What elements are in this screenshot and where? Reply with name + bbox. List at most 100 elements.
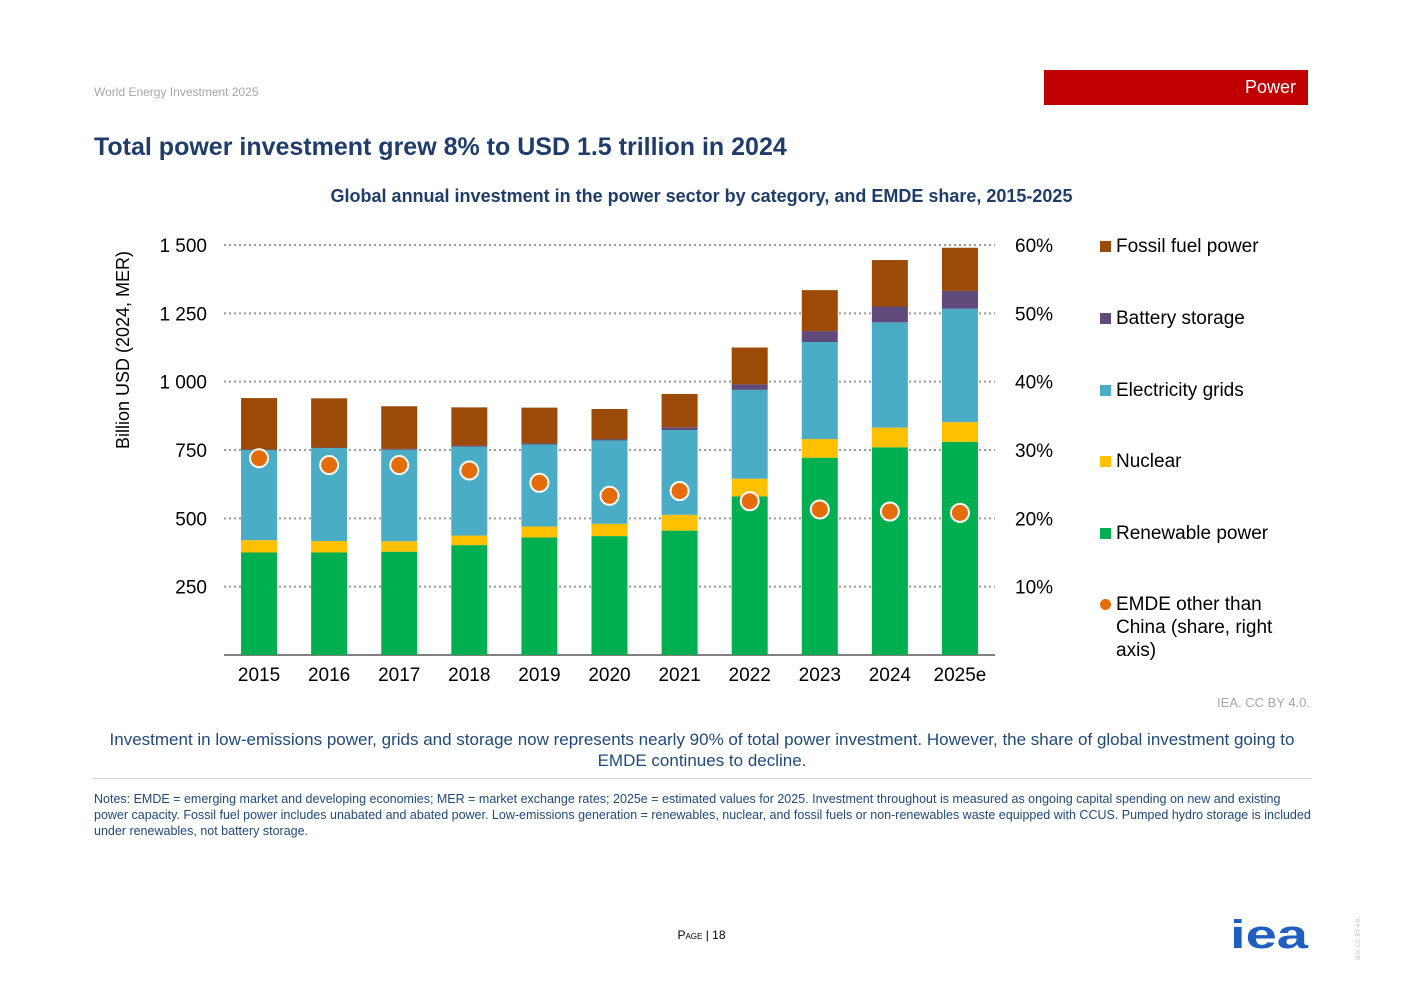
bar-segment (311, 541, 348, 553)
x-tick-label: 2024 (869, 665, 912, 686)
emde-share-marker (319, 455, 340, 476)
y2-tick-label: 30% (1015, 441, 1053, 462)
bar-segment (801, 290, 838, 332)
bar-segment (731, 389, 768, 479)
y2-tick-label: 40% (1015, 373, 1053, 394)
emde-share-marker (669, 481, 690, 501)
legend-swatch (1100, 456, 1111, 467)
divider (92, 778, 1312, 779)
legend-swatch (1100, 528, 1111, 539)
bar-segment (731, 496, 768, 655)
x-tick-label: 2018 (448, 665, 490, 686)
emde-share-marker (809, 499, 830, 520)
bar-segment (521, 526, 558, 538)
bar-segment (451, 445, 488, 447)
x-tick-label: 2020 (588, 665, 630, 686)
bar-segment (311, 447, 348, 449)
bar-segment (941, 290, 978, 309)
bar-segment (451, 407, 488, 446)
bar-segment (591, 440, 628, 524)
power-investment-chart: 250 500 750 1 000 1 250 1 500 10% 20% 30% 40% 50% 6… (113, 236, 1053, 686)
bar-segment (661, 514, 698, 531)
bar-segment (731, 347, 768, 385)
y-tick-label: 1 000 (159, 373, 207, 394)
emde-share-marker (599, 485, 620, 506)
doc-title: World Energy Investment 2025 (94, 85, 259, 99)
iea-logo: iea (1230, 917, 1309, 951)
bar-segment (941, 247, 978, 291)
bar-segment (381, 551, 418, 655)
bar-segment (591, 523, 628, 537)
bar-segment (731, 478, 768, 497)
chart-notes: Notes: EMDE = emerging market and develo… (94, 792, 1311, 838)
legend-item: Battery storage (1100, 307, 1310, 330)
legend-label: EMDE other than China (share, right axis… (1116, 594, 1273, 661)
x-tick-label: 2016 (308, 665, 350, 686)
legend-swatch (1100, 313, 1111, 324)
legend-label: Renewable power (1116, 523, 1269, 544)
x-tick-label: 2015 (238, 665, 280, 686)
y-tick-label: 500 (175, 509, 207, 530)
bar-segment (871, 447, 908, 655)
bar-segment (311, 398, 348, 448)
legend-label: Battery storage (1116, 308, 1245, 329)
bar-segment (871, 322, 908, 428)
bar-segment (801, 331, 838, 343)
bar-segment (241, 540, 278, 553)
legend-label: Electricity grids (1116, 380, 1244, 401)
page-word: Page (677, 928, 703, 942)
x-tick-label: 2022 (729, 665, 771, 686)
bar-segment (381, 406, 418, 449)
bar-segment (241, 552, 278, 655)
bar-segment (591, 439, 628, 441)
y2-tick-label: 20% (1015, 509, 1053, 530)
bar-segment (941, 308, 978, 423)
bar-segment (871, 260, 908, 307)
emde-share-marker (249, 448, 270, 469)
x-tick-label: 2017 (378, 665, 420, 686)
bar-segment (311, 552, 348, 655)
legend-item: Nuclear (1100, 450, 1310, 473)
y-axis-title: Billion USD (2024, MER) (113, 251, 133, 449)
emde-share-marker (459, 460, 480, 481)
page-title: Total power investment grew 8% to USD 1.… (94, 133, 787, 161)
x-tick-label: 2021 (658, 665, 700, 686)
legend-item: Renewable power (1100, 522, 1310, 545)
y2-tick-label: 10% (1015, 578, 1053, 599)
bar-segment (661, 430, 698, 515)
bar-segment (731, 384, 768, 390)
bar-segment (941, 422, 978, 442)
emde-share-marker (949, 502, 970, 523)
emde-share-marker (739, 491, 760, 512)
y-tick-label: 250 (175, 578, 207, 599)
legend-item: EMDE other than China (share, right axis… (1100, 593, 1310, 662)
bar-segment (871, 306, 908, 323)
x-tick-label: 2023 (799, 665, 841, 686)
bar-segment (801, 439, 838, 458)
bar-segment (521, 443, 558, 445)
y2-tick-label: 60% (1015, 236, 1053, 257)
y-tick-label: 1 250 (159, 304, 207, 325)
x-tick-label: 2025e (934, 665, 987, 686)
bar-segment (381, 541, 418, 552)
bar-segment (871, 427, 908, 448)
y-tick-label: 750 (175, 441, 207, 462)
bar-segment (661, 427, 698, 431)
chart-credit: IEA. CC BY 4.0. (1217, 695, 1310, 710)
legend-item: Fossil fuel power (1100, 235, 1310, 258)
page-number: Page | 18 (0, 928, 1403, 942)
bar-segment (801, 342, 838, 440)
bar-segment (241, 398, 278, 450)
bar-segment (521, 537, 558, 655)
chart-title: Global annual investment in the power se… (330, 186, 1073, 206)
emde-share-marker (389, 455, 410, 476)
legend-marker (1100, 599, 1111, 610)
bar-segment (451, 446, 488, 536)
legend-item: Electricity grids (1100, 379, 1310, 402)
vertical-credit: IEA. CC BY 4.0. (1356, 917, 1362, 960)
legend-swatch (1100, 241, 1111, 252)
bar-segment (941, 441, 978, 655)
bar-segment (591, 536, 628, 655)
iea-logo-text: iea (1230, 917, 1309, 951)
bar-segment (661, 530, 698, 655)
